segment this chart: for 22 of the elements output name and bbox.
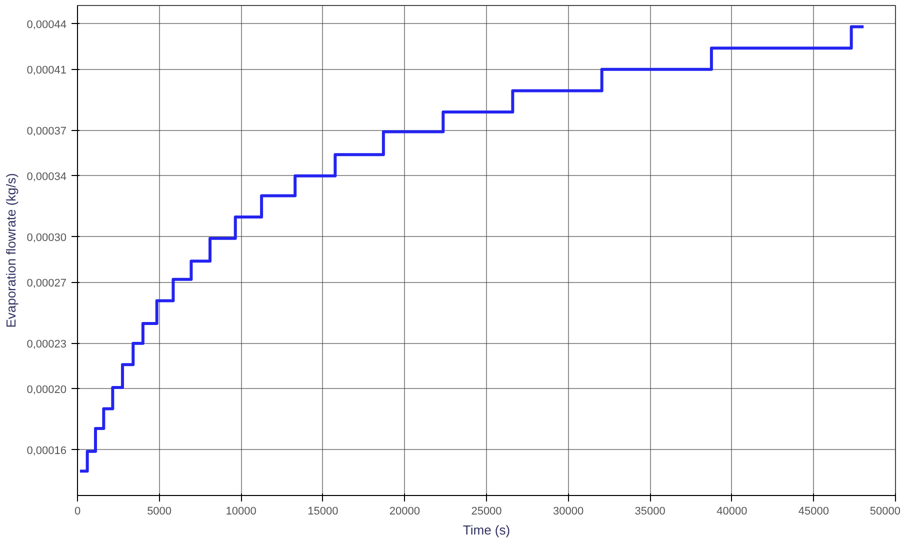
y-tick-label: 0,00023 — [26, 338, 67, 350]
x-axis-title: Time (s) — [462, 522, 510, 538]
y-tick-label: 0,00044 — [26, 18, 67, 31]
y-axis-title: Evaporation flowrate (kg/s) — [4, 173, 19, 328]
y-tick-label: 0,00037 — [26, 125, 67, 138]
y-tick-label: 0,00016 — [26, 444, 67, 457]
x-tick-label: 30000 — [553, 506, 584, 518]
y-tick-label: 0,00020 — [26, 384, 67, 396]
x-tick-label: 10000 — [226, 506, 256, 518]
x-tick-label: 20000 — [389, 506, 420, 518]
x-tick-label: 5000 — [147, 506, 172, 518]
x-tick-label: 40000 — [716, 506, 748, 518]
y-tick-label: 0,00041 — [26, 64, 67, 76]
y-tick-label: 0,00034 — [26, 170, 67, 183]
x-tick-label: 45000 — [798, 506, 829, 518]
x-tick-label: 35000 — [634, 506, 666, 518]
y-tick-label: 0,00027 — [26, 277, 67, 290]
x-tick-label: 50000 — [870, 506, 901, 518]
x-tick-label: 15000 — [308, 506, 338, 518]
x-tick-label: 25000 — [471, 506, 502, 518]
y-tick-label: 0,00030 — [26, 232, 67, 244]
x-tick-label: 0 — [74, 506, 81, 518]
